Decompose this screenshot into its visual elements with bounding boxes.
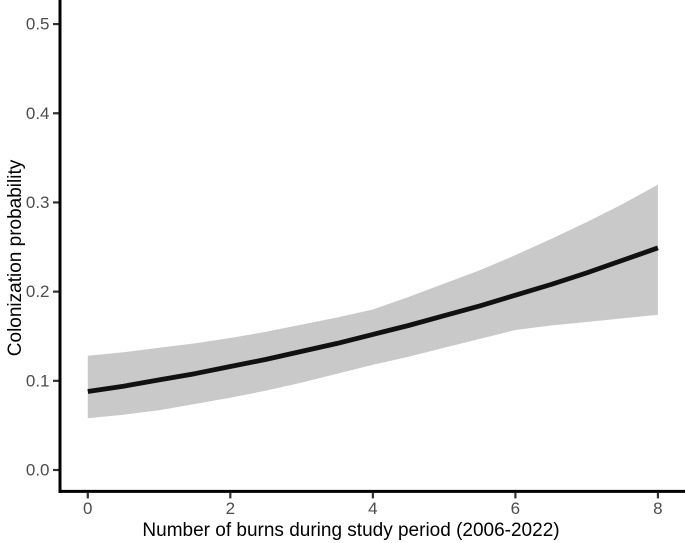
x-tick-label: 6 xyxy=(511,499,520,518)
axis-layer xyxy=(58,0,685,493)
trend-line-layer xyxy=(87,245,659,394)
y-tick-label: 0.3 xyxy=(26,193,50,212)
trend-line xyxy=(87,245,659,394)
confidence-ribbon xyxy=(87,184,658,419)
tick-layer: 0 2 4 6 8 0.0 0.1 0.2 0.3 0.4 0.5 xyxy=(26,15,663,518)
y-axis-title: Colonization probability xyxy=(5,159,26,356)
y-tick-label: 0.5 xyxy=(26,15,50,34)
confidence-ribbon-layer xyxy=(87,184,658,419)
x-tick-label: 4 xyxy=(368,499,377,518)
x-tick-label: 8 xyxy=(653,499,662,518)
y-tick-label: 0.4 xyxy=(26,104,50,123)
x-tick-label: 2 xyxy=(226,499,235,518)
x-tick-label: 0 xyxy=(83,499,92,518)
y-tick-label: 0.2 xyxy=(26,282,50,301)
y-tick-label: 0.1 xyxy=(26,371,50,390)
y-tick-label: 0.0 xyxy=(26,460,50,479)
x-axis-title: Number of burns during study period (200… xyxy=(142,520,559,541)
